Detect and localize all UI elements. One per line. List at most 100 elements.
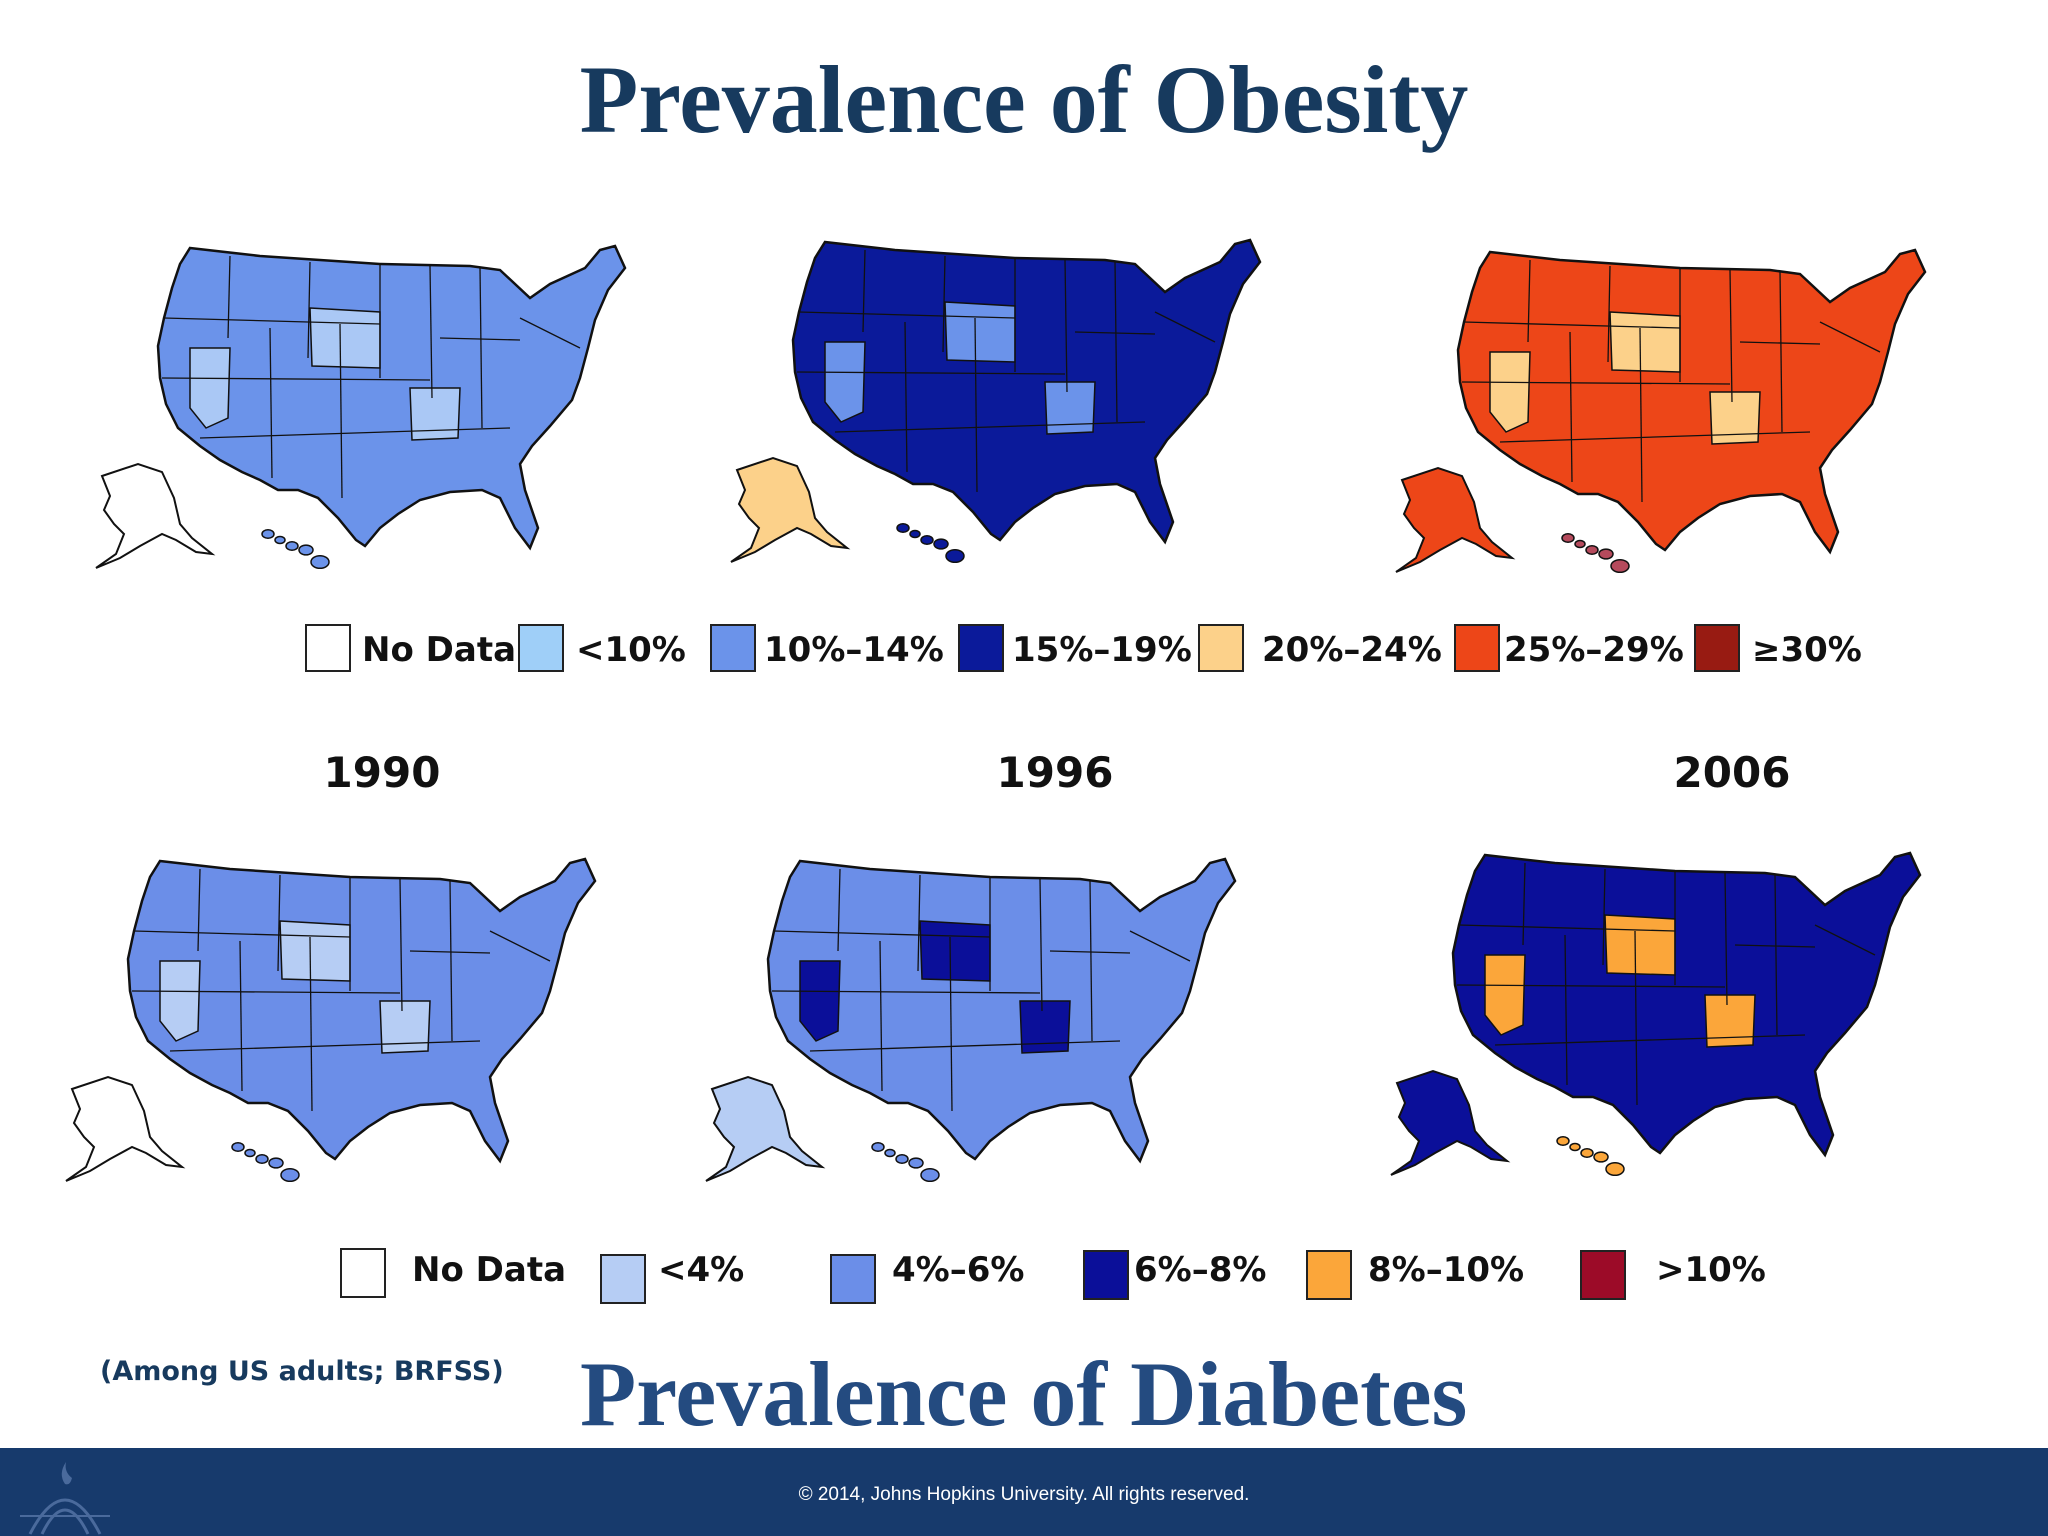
hawaii-island [1585,545,1599,555]
hawaii-island [945,548,965,564]
hawaii-island [1598,548,1614,560]
hawaii-island [1610,558,1630,574]
state-border [904,321,908,473]
hawaii-island [871,1142,885,1152]
state-region [1704,994,1756,1048]
hawaii-island [920,535,934,545]
hawaii-island [255,1154,269,1164]
state-border [439,337,521,341]
obesity-map-1990 [95,244,627,570]
obesity-map-2006 [1395,248,1927,574]
year-label: 2006 [1673,748,1791,797]
legend-swatch [830,1254,876,1304]
hawaii-island [895,1154,909,1164]
obesity-title: Prevalence of Obesity [579,46,1469,153]
state-region [1609,311,1681,373]
state-border [131,990,401,994]
diabetes-map-2006 [1390,851,1922,1177]
state-border [1729,269,1733,403]
alaska-shape [730,456,851,563]
state-region [189,347,231,429]
legend-label: <4% [658,1250,745,1290]
state-border [1074,331,1156,335]
state-border [1634,930,1638,1106]
alaska-shape [705,1075,826,1182]
hawaii-island [1556,1136,1570,1146]
hawaii-island [261,529,275,539]
state-border [399,878,403,1012]
legend-label: 25%–29% [1504,630,1684,670]
state-border [1456,984,1726,988]
legend-swatch [958,624,1004,672]
legend-label: 8%–10% [1368,1250,1525,1290]
diabetes-legend: No Data <4% 4%–6% 6%–8% 8%–10% >10% [0,1246,2048,1306]
legend-label: ≥30% [1752,630,1862,670]
hawaii-island [908,1157,924,1169]
state-border [307,261,311,359]
hawaii-island [884,1148,896,1158]
state-border [1724,872,1728,1006]
legend-label: 20%–24% [1262,630,1442,670]
state-border [796,371,1066,375]
state-border [974,317,978,493]
state-region [1044,381,1096,435]
state-border [771,990,1041,994]
legend-label: <10% [576,630,686,670]
hawaii-island [896,523,910,533]
legend-swatch [1083,1250,1129,1300]
hawaii-island [1593,1151,1609,1163]
state-border [133,930,351,938]
state-region [309,307,381,369]
legend-label: 15%–19% [1012,630,1192,670]
hawaii-island [298,544,314,556]
hawaii-island [933,538,949,550]
hawaii-island [1561,533,1575,543]
state-border [837,868,841,952]
legend-swatch [1306,1250,1352,1300]
state-region [799,960,841,1042]
state-border [879,940,883,1092]
state-border [1463,321,1681,329]
diabetes-map-1996 [705,857,1237,1183]
state-border [1739,341,1821,345]
source-note: (Among US adults; BRFSS) [100,1356,504,1387]
state-border [309,936,313,1112]
hawaii-island [285,541,299,551]
state-border [1458,924,1676,932]
legend-label: 6%–8% [1134,1250,1267,1290]
hawaii-island [274,535,286,545]
state-border [1819,321,1881,353]
alaska-shape [1390,1069,1511,1176]
state-border [917,874,921,972]
state-border [1064,259,1068,393]
state-region [379,1000,431,1054]
state-border [773,930,991,938]
alaska-shape [95,462,216,569]
legend-swatch [1454,624,1500,672]
year-label: 1990 [323,748,441,797]
state-region [1709,391,1761,445]
state-border [862,249,866,333]
legend-swatch [1198,624,1244,672]
state-region [1484,954,1526,1036]
legend-swatch [1580,1250,1626,1300]
legend-label: 10%–14% [764,630,944,670]
hawaii-island [920,1167,940,1183]
year-label: 1996 [996,748,1114,797]
state-region [1019,1000,1071,1054]
state-border [489,930,551,962]
hawaii-island [280,1167,300,1183]
state-border [169,1040,481,1052]
obesity-legend: No Data <10% 10%–14% 15%–19% 20%–24% 25%… [0,622,2048,682]
state-border [834,421,1146,433]
state-border [1527,259,1531,343]
state-border [409,950,491,954]
state-border [942,255,946,353]
state-border [199,427,511,439]
state-border [798,311,1016,319]
state-border [1499,431,1811,443]
state-border [479,267,483,429]
alaska-shape [1395,466,1516,573]
legend-swatch [1694,624,1740,672]
state-border [161,377,431,381]
